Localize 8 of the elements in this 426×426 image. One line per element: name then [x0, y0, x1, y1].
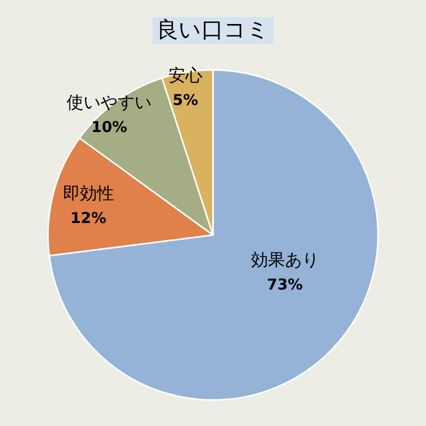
chart-title: 良い口コミ: [156, 18, 270, 43]
slice-label: 即効性: [62, 184, 114, 204]
data-label: 73%: [266, 276, 303, 294]
data-label: 12%: [70, 209, 106, 227]
data-label: 5%: [172, 91, 198, 110]
data-label: 10%: [91, 118, 128, 136]
slice-label: 効果あり: [250, 250, 319, 271]
slice-label: 使いやすい: [66, 93, 152, 114]
